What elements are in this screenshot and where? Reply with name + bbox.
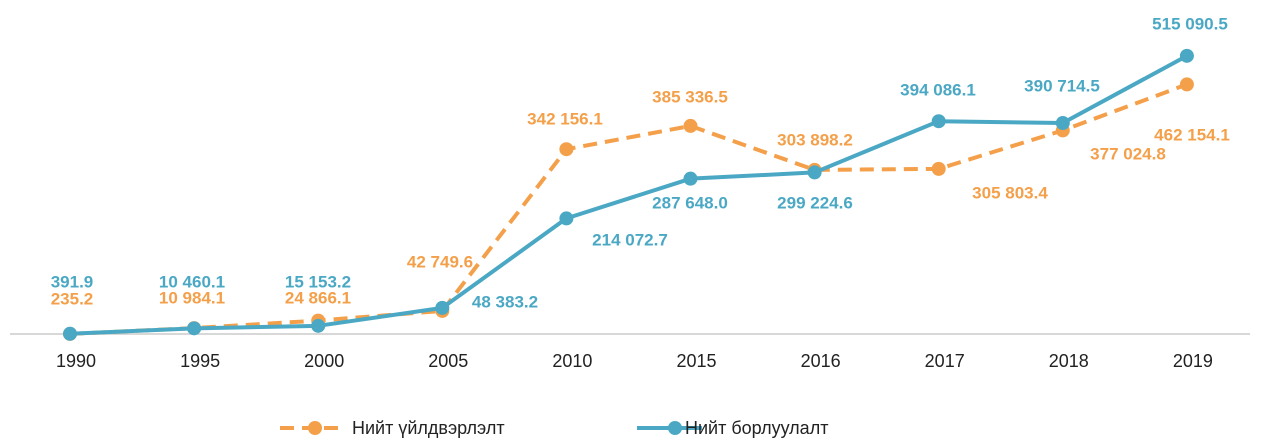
legend-marker (308, 421, 322, 435)
data-label: 390 714.5 (1024, 76, 1100, 95)
x-tick-label: 1995 (180, 351, 220, 371)
point (559, 142, 574, 157)
data-label: 305 803.4 (972, 183, 1048, 202)
data-label: 391.9 (51, 272, 94, 291)
data-label: 394 086.1 (900, 80, 976, 99)
data-label: 15 153.2 (285, 272, 351, 291)
data-label: 287 648.0 (652, 193, 728, 212)
point (807, 165, 822, 180)
legend-label: Нийт борлуулалт (685, 418, 828, 438)
x-tick-label: 2016 (801, 351, 841, 371)
data-label: 10 984.1 (159, 288, 225, 307)
data-label: 10 460.1 (159, 272, 225, 291)
data-label: 515 090.5 (1152, 14, 1228, 33)
data-label: 385 336.5 (652, 87, 728, 106)
data-label: 214 072.7 (592, 230, 668, 249)
legend-marker (668, 421, 682, 435)
x-tick-label: 2010 (552, 351, 592, 371)
x-tick-label: 1990 (56, 351, 96, 371)
x-tick-label: 2018 (1049, 351, 1089, 371)
point (683, 171, 698, 186)
point (931, 114, 946, 129)
x-tick-label: 2019 (1173, 351, 1213, 371)
point (1179, 48, 1194, 63)
x-tick-label: 2017 (925, 351, 965, 371)
data-label: 342 156.1 (527, 109, 603, 128)
point (1179, 77, 1194, 92)
x-tick-label: 2015 (676, 351, 716, 371)
line (69, 82, 1188, 336)
point (931, 161, 946, 176)
data-label: 24 866.1 (285, 288, 351, 307)
point (63, 326, 77, 341)
data-label: 42 749.6 (407, 252, 473, 271)
data-label: 48 383.2 (472, 292, 538, 311)
point (187, 321, 202, 336)
data-label: 235.2 (51, 289, 94, 308)
x-tick-label: 2005 (428, 351, 468, 371)
x-tick-label: 2000 (304, 351, 344, 371)
data-label: 299 224.6 (777, 193, 853, 212)
legend-label: Нийт үйлдвэрлэлт (352, 418, 505, 438)
point (311, 318, 326, 333)
point (559, 211, 574, 226)
data-label: 377 024.8 (1090, 144, 1166, 163)
line (69, 54, 1188, 336)
data-label: 462 154.1 (1154, 125, 1230, 144)
point (683, 118, 698, 133)
point (435, 300, 450, 315)
data-label: 303 898.2 (777, 130, 853, 149)
point (1055, 116, 1070, 131)
